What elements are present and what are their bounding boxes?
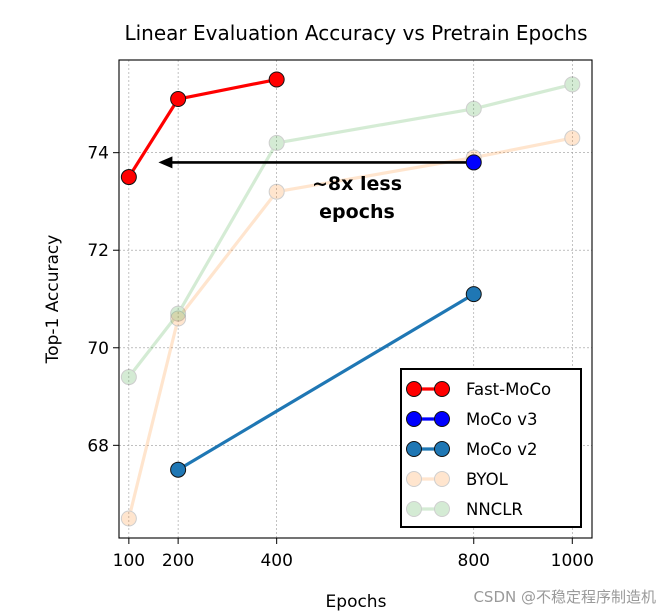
y-tick-label: 72 xyxy=(87,241,109,261)
data-point xyxy=(465,154,482,171)
data-point xyxy=(564,130,581,147)
legend-marker-left xyxy=(406,411,422,427)
annotation-arrowhead xyxy=(158,156,173,169)
data-point xyxy=(120,169,137,186)
series-fast-moco xyxy=(120,71,285,186)
legend-label: NNCLR xyxy=(466,500,523,519)
series-byol xyxy=(120,130,581,527)
series-line xyxy=(177,292,475,472)
legend-marker-left xyxy=(406,501,422,517)
annotation: ~8x less epochs xyxy=(158,156,467,223)
axis-ticks: 100 200 400 800 1000 68 70 72 74 xyxy=(87,144,594,571)
data-point xyxy=(268,71,285,88)
chart-title: Linear Evaluation Accuracy vs Pretrain E… xyxy=(124,21,587,45)
annotation-text-line: epochs xyxy=(319,201,395,223)
x-tick-label: 100 xyxy=(113,551,145,571)
data-point xyxy=(170,91,187,108)
legend-entry-marker xyxy=(406,411,450,427)
data-point xyxy=(465,286,482,303)
plot-border xyxy=(118,59,593,539)
x-tick-label: 800 xyxy=(458,551,490,571)
legend-marker-right xyxy=(434,441,450,457)
x-tick-label: 200 xyxy=(162,551,194,571)
y-tick-label: 70 xyxy=(87,339,109,359)
watermark-text: CSDN @不稳定程序制造机 xyxy=(473,588,656,606)
legend-label: BYOL xyxy=(466,470,509,489)
legend-marker-left xyxy=(406,381,422,397)
legend-entry-marker xyxy=(406,441,450,457)
series-line xyxy=(127,82,573,379)
legend-label: MoCo v2 xyxy=(466,440,537,459)
series-nnclr xyxy=(120,76,581,386)
legend-marker-right xyxy=(434,501,450,517)
data-point xyxy=(120,510,137,527)
legend-marker-right xyxy=(434,411,450,427)
data-point xyxy=(170,310,187,327)
legend-entry-marker xyxy=(406,381,450,397)
series-moco-v2 xyxy=(170,286,482,478)
data-point xyxy=(268,134,285,151)
x-axis-label: Epochs xyxy=(326,592,387,612)
annotation-text-line: ~8x less xyxy=(312,173,402,195)
series xyxy=(120,71,581,527)
legend-entry-marker xyxy=(406,471,450,487)
data-point xyxy=(564,76,581,93)
data-point xyxy=(120,369,137,386)
y-axis-label: Top-1 Accuracy xyxy=(43,235,63,365)
legend-entry-marker xyxy=(406,501,450,517)
data-point xyxy=(170,461,187,478)
legend-marker-right xyxy=(434,471,450,487)
y-tick-label: 74 xyxy=(87,144,109,164)
data-point xyxy=(268,183,285,200)
legend-label: MoCo v3 xyxy=(466,410,537,429)
legend-marker-left xyxy=(406,471,422,487)
y-tick-label: 68 xyxy=(87,436,109,456)
data-point xyxy=(465,100,482,117)
legend-marker-left xyxy=(406,441,422,457)
grid xyxy=(119,60,592,538)
series-moco-v3 xyxy=(465,154,482,171)
x-tick-label: 400 xyxy=(260,551,292,571)
legend-label: Fast-MoCo xyxy=(466,380,551,399)
x-tick-label: 1000 xyxy=(551,551,594,571)
legend: Fast-MoCo MoCo v3 MoCo v2 BYOL NNCLR xyxy=(400,368,582,528)
legend-marker-right xyxy=(434,381,450,397)
data-point xyxy=(170,305,187,322)
series-line xyxy=(127,136,573,519)
